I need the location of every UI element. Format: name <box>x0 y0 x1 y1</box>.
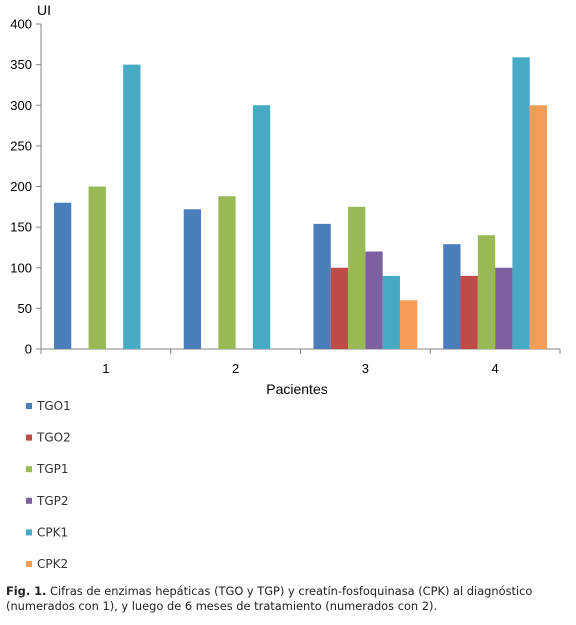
chart: 0 50 100 150 200 250 300 350 400 1 2 3 4 UI Paciente… <box>10 2 561 571</box>
legend-label-tgp2: TGP2 <box>36 494 69 508</box>
legend-label-cpk2: CPK2 <box>37 557 68 571</box>
bar-tgp1-4 <box>477 235 496 349</box>
x-tick-label: 3 <box>362 361 369 376</box>
legend-label-cpk1: CPK1 <box>37 525 68 539</box>
legend-swatch-tgo1 <box>26 403 32 409</box>
bar-cpk1-4 <box>512 57 530 349</box>
legend-swatch-tgp1 <box>26 466 32 473</box>
bar-tgo1-2 <box>183 209 202 349</box>
x-tick-label: 2 <box>232 361 239 376</box>
y-tick-label: 200 <box>10 179 32 194</box>
y-tick-label: 250 <box>10 138 32 153</box>
x-tick-label: 4 <box>492 361 499 376</box>
legend: TGO1 TGO2 TGP1 TGP2 CPK1 CPK2 <box>26 399 71 571</box>
y-tick-label: 300 <box>10 98 32 113</box>
y-tick-label: 100 <box>10 260 32 275</box>
x-axis-title: Pacientes <box>266 381 327 397</box>
figure-caption-text: Cifras de enzimas hepáticas (TGO y TGP) … <box>6 584 533 613</box>
y-tick-label: 50 <box>18 301 32 316</box>
bar-tgo1-4 <box>443 244 461 349</box>
x-tick-label: 1 <box>102 361 109 376</box>
bar-cpk1-1 <box>123 64 141 349</box>
y-tick-label: 0 <box>25 342 32 357</box>
figure-caption: Fig. 1. Cifras de enzimas hepáticas (TGO… <box>6 584 572 614</box>
legend-swatch-cpk2 <box>26 561 32 567</box>
bar-tgo2-4 <box>460 275 478 349</box>
legend-label-tgp1: TGP1 <box>36 462 69 476</box>
legend-label-tgo2: TGO2 <box>36 431 71 445</box>
bar-tgp1-2 <box>218 196 236 349</box>
bar-tgp1-1 <box>88 186 106 349</box>
y-tick-label: 150 <box>10 220 32 235</box>
bar-tgo2-3 <box>330 267 349 349</box>
bar-cpk2-4 <box>529 105 548 349</box>
chart-bars <box>53 57 548 349</box>
y-tick-label: 400 <box>10 17 32 32</box>
bar-tgp2-4 <box>495 267 513 349</box>
legend-swatch-tgo2 <box>26 434 32 441</box>
legend-swatch-tgp2 <box>26 497 32 504</box>
bar-tgp1-3 <box>348 206 366 349</box>
bar-cpk1-3 <box>382 275 400 349</box>
legend-label-tgo1: TGO1 <box>36 399 71 413</box>
bar-cpk2-3 <box>399 300 418 349</box>
y-tick-label: 350 <box>10 57 32 72</box>
legend-swatch-cpk1 <box>26 529 32 536</box>
y-axis-title: UI <box>37 2 51 18</box>
figure-caption-label: Fig. 1. <box>6 584 47 598</box>
bar-tgo1-3 <box>313 223 331 349</box>
bar-cpk1-2 <box>252 105 271 349</box>
bar-tgp2-3 <box>365 251 383 349</box>
chart-axes: 0 50 100 150 200 250 300 350 400 1 2 3 4 <box>10 17 561 376</box>
bar-tgo1-1 <box>53 202 72 349</box>
